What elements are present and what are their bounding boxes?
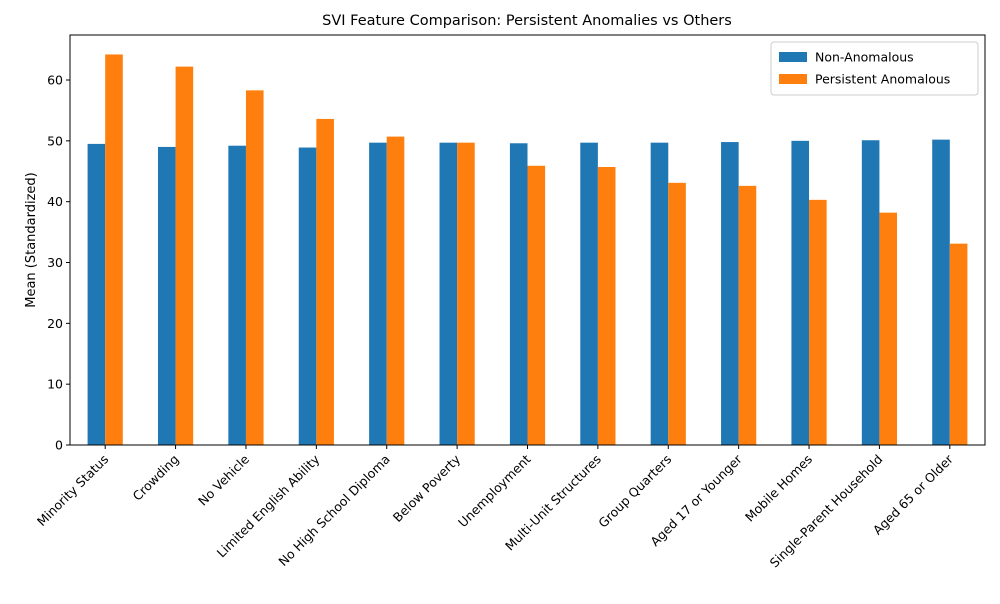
bar-persistent-anomalous [386, 136, 405, 445]
bar-persistent-anomalous [527, 165, 546, 446]
bar-non-anomalous [580, 142, 598, 446]
bar-persistent-anomalous [597, 167, 616, 445]
x-tick-label: Group Quarters [595, 452, 674, 531]
y-tick-label: 40 [47, 194, 63, 209]
y-axis-label: Mean (Standardized) [24, 172, 39, 308]
x-tick-label: Mobile Homes [742, 452, 815, 525]
bar-persistent-anomalous [245, 90, 264, 446]
x-tick-label: Below Poverty [390, 451, 464, 525]
x-tick-label: No Vehicle [195, 451, 252, 508]
bar-persistent-anomalous [809, 199, 827, 445]
bar-persistent-anomalous [316, 118, 334, 445]
bar-persistent-anomalous [949, 243, 968, 445]
bar-non-anomalous [228, 145, 246, 445]
bar-non-anomalous [369, 142, 387, 446]
x-tick-label: Minority Status [34, 452, 111, 529]
y-tick-label: 0 [55, 438, 63, 453]
chart-title: SVI Feature Comparison: Persistent Anoma… [322, 13, 732, 29]
y-tick-label: 30 [47, 255, 63, 270]
x-tick-label: Crowding [130, 452, 182, 504]
legend-swatch [779, 74, 807, 84]
bar-persistent-anomalous [668, 182, 686, 445]
bar-non-anomalous [298, 147, 317, 446]
bar-non-anomalous [439, 142, 458, 446]
legend-swatch [779, 52, 807, 62]
x-tick-label: Unemployment [455, 451, 534, 530]
legend-label: Persistent Anomalous [815, 72, 950, 87]
y-tick-label: 20 [47, 316, 63, 331]
y-tick-label: 60 [47, 73, 63, 88]
x-tick-label: Single-Parent Household [767, 452, 886, 571]
y-tick-label: 50 [47, 133, 63, 148]
bar-non-anomalous [932, 139, 950, 445]
legend: Non-Anomalous Persistent Anomalous [770, 41, 979, 96]
legend-label: Non-Anomalous [815, 50, 914, 65]
bar-non-anomalous [650, 142, 669, 446]
bar-non-anomalous [791, 140, 810, 445]
bar-persistent-anomalous [175, 66, 194, 445]
bar-non-anomalous [861, 140, 880, 446]
bar-non-anomalous [157, 146, 176, 445]
bar-non-anomalous [721, 142, 739, 445]
bar-non-anomalous [509, 143, 528, 445]
bar-persistent-anomalous [457, 142, 475, 446]
bar-persistent-anomalous [105, 54, 123, 445]
bar-persistent-anomalous [879, 212, 898, 445]
bars-layer [87, 54, 968, 446]
bar-persistent-anomalous [738, 185, 757, 446]
bar-non-anomalous [87, 143, 106, 445]
legend-box [770, 41, 979, 96]
y-tick-label: 10 [47, 377, 63, 392]
